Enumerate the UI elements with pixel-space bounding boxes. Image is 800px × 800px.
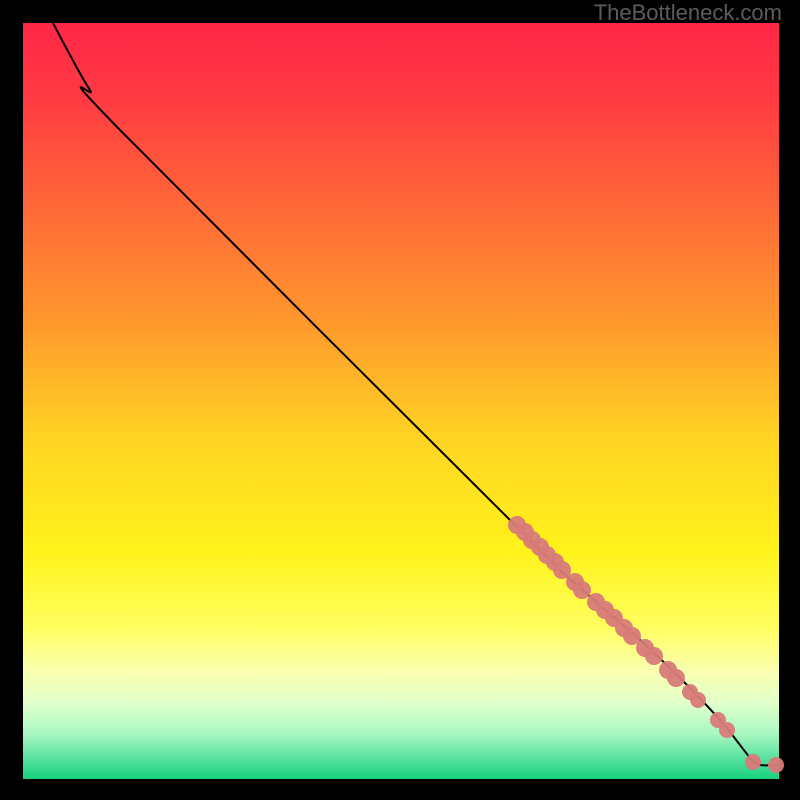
chart-svg [0,0,800,800]
watermark-text: TheBottleneck.com [594,0,782,26]
chart-container: TheBottleneck.com [0,0,800,800]
marker-point [573,581,591,599]
marker-point [768,757,784,773]
marker-point [667,669,685,687]
marker-point [645,647,663,665]
marker-point [719,722,735,738]
marker-point [690,692,706,708]
marker-point [745,754,761,770]
